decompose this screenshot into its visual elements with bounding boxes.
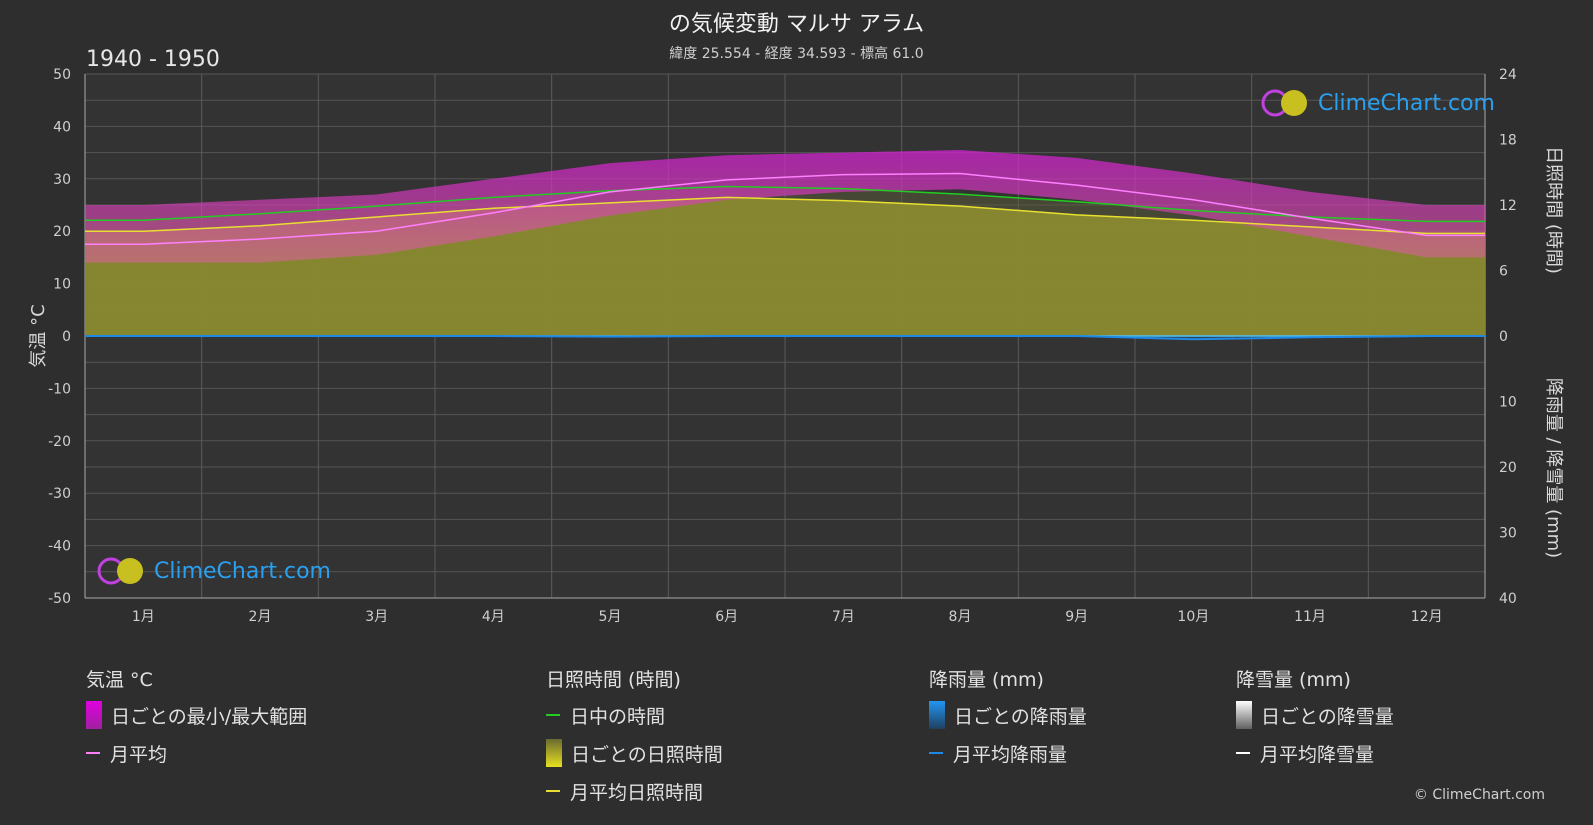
legend-label: 日ごとの降雪量 (1261, 705, 1394, 728)
legend-label: 日中の時間 (570, 705, 666, 728)
left-tick-label: -10 (48, 381, 71, 397)
legend-label: 月平均降雪量 (1260, 743, 1375, 766)
logo-text: ClimeChart.com (1318, 90, 1495, 116)
rain-mean-line (85, 335, 1485, 341)
area-swatch (546, 739, 562, 767)
period-label: 1940 - 1950 (86, 47, 220, 72)
right-top-tick-label: 0 (1499, 329, 1508, 345)
left-tick-label: -50 (48, 591, 71, 607)
month-tick-label: 11月 (1294, 609, 1326, 625)
line-swatch (929, 752, 943, 754)
legend-rain: 降雨量 (mm) 日ごとの降雨量 月平均降雨量 (929, 665, 1087, 779)
logo-top[interactable]: ClimeChart.com (1260, 88, 1495, 118)
temperature-range-band (85, 149, 1485, 263)
climechart-logo-icon (1261, 89, 1307, 117)
line-swatch (86, 752, 100, 754)
legend-item: 月平均降雪量 (1236, 741, 1394, 766)
legend-temperature: 気温 °C 日ごとの最小/最大範囲 月平均 (86, 665, 307, 779)
legend-header: 日照時間 (時間) (546, 669, 681, 691)
left-axis-label: 気温 °C (28, 304, 49, 367)
month-tick-label: 10月 (1177, 609, 1209, 625)
month-tick-label: 1月 (132, 609, 155, 625)
right-top-tick-label: 24 (1499, 67, 1517, 83)
sunshine-mean-line (85, 196, 1485, 235)
legend-item: 日ごとの降雨量 (929, 701, 1087, 729)
legend-item: 日ごとの降雪量 (1236, 701, 1394, 729)
line-swatch (1236, 752, 1250, 754)
axis-ticks: 50 40 30 20 10 0 -10 -20 -30 -40 -50 24 18 12 6 0 10 20 30… (48, 67, 1517, 625)
legend-header: 降雪量 (mm) (1236, 669, 1351, 691)
legend-snow: 降雪量 (mm) 日ごとの降雪量 月平均降雪量 (1236, 665, 1394, 779)
right-axis-top-label: 日照時間 (時間) (1543, 146, 1564, 274)
left-tick-label: -20 (48, 434, 71, 450)
temp-mean-line (85, 172, 1485, 246)
legend-label: 日ごとの降雨量 (954, 705, 1087, 728)
legend-item: 月平均 (86, 741, 307, 766)
legend-label: 日ごとの日照時間 (571, 743, 723, 766)
month-tick-label: 9月 (1065, 609, 1088, 625)
month-tick-label: 3月 (365, 609, 388, 625)
legend-sunshine: 日照時間 (時間) 日中の時間 日ごとの日照時間 月平均日照時間 (546, 665, 723, 817)
right-bottom-tick-label: 20 (1499, 460, 1517, 476)
legend-header: 気温 °C (86, 669, 153, 691)
legend-label: 日ごとの最小/最大範囲 (111, 705, 308, 728)
right-bottom-tick-label: 30 (1499, 526, 1517, 542)
logo-bottom[interactable]: ClimeChart.com (96, 556, 331, 586)
right-top-tick-label: 12 (1499, 198, 1517, 214)
daylight-line (85, 185, 1485, 223)
bar-swatch (1236, 701, 1252, 729)
legend-item: 月平均日照時間 (546, 779, 723, 804)
month-tick-label: 5月 (599, 609, 622, 625)
credit-text: © ClimeChart.com (1413, 787, 1545, 803)
legend-item: 日中の時間 (546, 703, 723, 728)
line-swatch (546, 790, 560, 792)
month-tick-label: 2月 (249, 609, 272, 625)
logo-text: ClimeChart.com (154, 558, 331, 584)
legend-item: 日ごとの最小/最大範囲 (86, 701, 308, 729)
left-tick-label: 30 (53, 172, 71, 188)
right-top-tick-label: 18 (1499, 133, 1517, 149)
right-axis-bottom-label: 降雨量 / 降雪量 (mm) (1543, 378, 1564, 558)
legend-item: 月平均降雨量 (929, 741, 1087, 766)
series-lines (85, 172, 1485, 341)
line-swatch (546, 714, 560, 716)
chart-subtitle: 緯度 25.554 - 経度 34.593 - 標高 61.0 (669, 46, 924, 62)
climate-chart: 50 40 30 20 10 0 -10 -20 -30 -40 -50 24 18 12 6 0 10 20 30… (28, 67, 1564, 625)
right-top-tick-label: 6 (1499, 264, 1508, 280)
range-swatch (86, 701, 102, 729)
left-tick-label: -40 (48, 539, 71, 555)
month-tick-label: 7月 (832, 609, 855, 625)
left-tick-label: 50 (53, 67, 71, 83)
month-tick-label: 4月 (482, 609, 505, 625)
left-tick-label: 10 (53, 277, 71, 293)
right-bottom-tick-label: 10 (1499, 395, 1517, 411)
month-tick-label: 12月 (1411, 609, 1443, 625)
left-tick-label: -30 (48, 486, 71, 502)
legend-item: 日ごとの日照時間 (546, 739, 723, 767)
chart-title: の気候変動 マルサ アラム (668, 12, 925, 37)
month-tick-label: 8月 (949, 609, 972, 625)
climechart-logo-icon (97, 557, 143, 585)
legend-header: 降雨量 (mm) (929, 669, 1044, 691)
legend-label: 月平均 (110, 743, 168, 766)
left-tick-label: 40 (53, 119, 71, 135)
left-tick-label: 0 (62, 329, 71, 345)
legend-label: 月平均日照時間 (570, 781, 704, 804)
right-bottom-tick-label: 40 (1499, 591, 1517, 607)
bar-swatch (929, 701, 945, 729)
legend-label: 月平均降雨量 (953, 743, 1068, 766)
left-tick-label: 20 (53, 224, 71, 240)
rain-bar (1152, 336, 1235, 340)
month-tick-label: 6月 (715, 609, 738, 625)
temp-range-area (85, 149, 1485, 263)
